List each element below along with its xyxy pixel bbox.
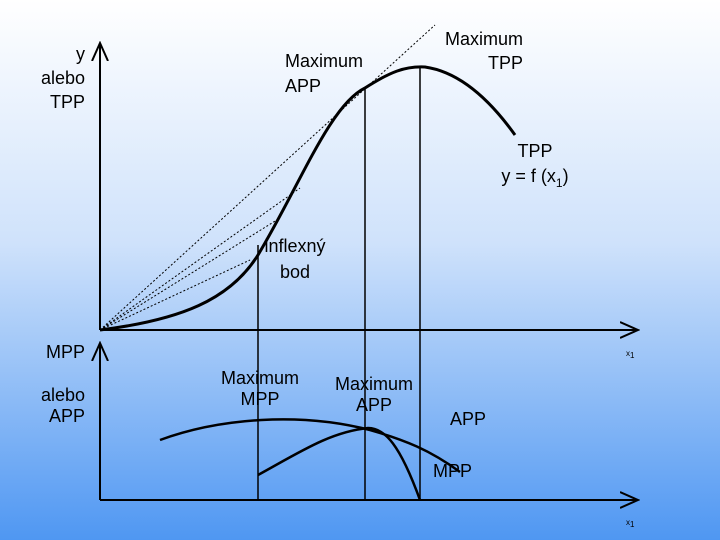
tpp-curve: [99, 65, 517, 332]
label: x1: [626, 349, 635, 360]
label: TPP: [50, 92, 85, 112]
label: APP: [450, 409, 486, 429]
label: x1: [626, 518, 635, 529]
label: TPP: [488, 53, 523, 73]
label: inflexný: [264, 236, 325, 256]
label: APP: [356, 395, 392, 415]
label: Maximum: [335, 374, 413, 394]
label: x: [626, 349, 630, 358]
label: alebo: [41, 385, 85, 405]
verticals: [257, 68, 421, 500]
mpp-curve: [257, 426, 422, 501]
label: 1: [630, 351, 635, 360]
label: MPP: [433, 461, 472, 481]
label: bod: [280, 262, 310, 282]
app-curve: [159, 418, 461, 474]
label: MPP: [46, 342, 85, 362]
label: MPP: [240, 389, 279, 409]
label: Maximum: [221, 368, 299, 388]
label: y = f (x1): [501, 166, 568, 190]
label: APP: [49, 406, 85, 426]
label: y: [76, 44, 85, 64]
label: alebo: [41, 68, 85, 88]
label: Maximum: [445, 29, 523, 49]
axes: [100, 45, 636, 500]
rays: [99, 24, 436, 331]
label: y = f (x: [501, 166, 556, 186]
label: 1: [556, 176, 563, 190]
label: ): [563, 166, 569, 186]
label: 1: [630, 520, 635, 529]
label: x: [626, 518, 630, 527]
top-axis-label: y alebo TPP: [41, 44, 85, 112]
label: TPP: [517, 141, 552, 161]
label: Maximum: [285, 51, 363, 71]
label: APP: [285, 76, 321, 96]
